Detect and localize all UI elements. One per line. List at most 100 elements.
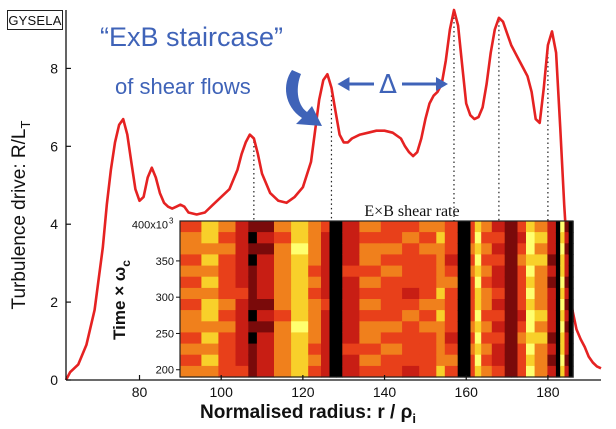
heatmap-cell	[464, 232, 472, 244]
heatmap-cell	[235, 299, 249, 311]
heatmap-cell	[511, 354, 519, 367]
heatmap-cell	[534, 232, 548, 244]
heatmap-cell	[402, 321, 420, 333]
heatmap-cell	[419, 265, 437, 278]
heatmap-cell	[481, 321, 493, 333]
heatmap-cell	[335, 354, 343, 367]
heatmap-cell	[329, 254, 337, 267]
staircase-title: “ExB staircase”	[100, 22, 284, 52]
heatmap-cell	[436, 310, 446, 322]
heatmap-cell	[321, 354, 331, 367]
heatmap-cell	[504, 310, 512, 322]
heatmap-cell	[534, 343, 548, 356]
heatmap-cell	[248, 232, 258, 244]
heatmap-cell	[517, 343, 527, 356]
heatmap-cell	[555, 343, 561, 356]
heatmap-cell	[321, 321, 331, 333]
heatmap-cell	[470, 354, 476, 367]
heatmap-cell	[444, 287, 459, 300]
heatmap-cell	[564, 332, 570, 345]
heatmap-cell	[464, 287, 472, 300]
heatmap-cell	[534, 310, 548, 322]
heatmap-cell	[308, 287, 322, 300]
heatmap-cell	[359, 321, 382, 333]
heatmap-cell	[342, 221, 360, 233]
heatmap-cell	[547, 221, 557, 233]
heatmap-cell	[474, 232, 482, 244]
heatmap-cell	[436, 287, 446, 300]
heatmap-cell	[380, 243, 403, 255]
heatmap-cell	[464, 354, 472, 367]
heatmap-cell	[474, 265, 482, 278]
heatmap-cell	[308, 254, 322, 267]
heatmap-cell	[335, 232, 343, 244]
heatmap-cell	[380, 310, 403, 322]
heatmap-cell	[457, 321, 465, 333]
heatmap-cell	[308, 221, 322, 233]
heatmap-cell	[235, 221, 249, 233]
heatmap-cell	[402, 310, 420, 322]
heatmap-cell	[419, 243, 437, 255]
heatmap-cell	[329, 221, 337, 233]
heatmap-cell	[359, 365, 382, 378]
heatmap-cell	[534, 276, 548, 289]
heatmap-cell	[335, 287, 343, 300]
heatmap-cell	[564, 354, 570, 367]
heatmap-cell	[470, 265, 476, 278]
heatmap-cell	[436, 365, 446, 378]
heatmap-cell	[308, 310, 322, 322]
heatmap-cell	[335, 265, 343, 278]
heatmap-cell	[474, 254, 482, 267]
heatmap-cell	[248, 243, 258, 255]
heatmap-cell	[329, 287, 337, 300]
heatmap-cell	[291, 343, 309, 356]
heatmap-cell	[560, 287, 566, 300]
heatmap-cell	[491, 287, 506, 300]
heatmap-cell	[342, 365, 360, 378]
heatmap-cell	[256, 299, 275, 311]
heatmap-cell	[321, 343, 331, 356]
heatmap-cell	[444, 354, 459, 367]
heatmap-cell	[201, 332, 220, 345]
x-tick-label: 120	[291, 384, 315, 400]
heatmap-cell	[380, 265, 403, 278]
heatmap-cell	[342, 254, 360, 267]
heatmap-cell	[481, 365, 493, 378]
heatmap-cell	[180, 310, 202, 322]
heatmap-cell	[511, 310, 519, 322]
heatmap-cell	[560, 299, 566, 311]
heatmap-cell	[248, 287, 258, 300]
plot-axes	[65, 10, 601, 381]
heatmap-cell	[474, 365, 482, 378]
heatmap-cell	[547, 365, 557, 378]
heatmap-cell	[402, 287, 420, 300]
heatmap-cell	[568, 365, 574, 378]
heatmap-cell	[444, 265, 459, 278]
heatmap-cell	[342, 276, 360, 289]
heatmap-cell	[335, 343, 343, 356]
heatmap-cell	[511, 232, 519, 244]
heatmap-cell	[568, 265, 574, 278]
heatmap-cell	[402, 343, 420, 356]
heatmap-cell	[256, 321, 275, 333]
heatmap-cell	[444, 276, 459, 289]
x-tick-label: 80	[132, 384, 148, 400]
heatmap-cell	[359, 299, 382, 311]
y-tick-label: 0	[50, 372, 58, 388]
heatmap-cell	[308, 354, 322, 367]
heatmap-cell	[291, 332, 309, 345]
heatmap-cell	[248, 265, 258, 278]
y-tick-label: 6	[50, 138, 58, 154]
heatmap-cell	[248, 343, 258, 356]
heatmap-cell	[534, 299, 548, 311]
heatmap-cell	[504, 254, 512, 267]
heatmap-cell	[274, 232, 292, 244]
heatmap-cell	[568, 254, 574, 267]
heatmap-tick-label: 250	[156, 328, 174, 340]
heatmap-cell	[547, 243, 557, 255]
heatmap-cell	[555, 232, 561, 244]
heatmap-cell	[526, 243, 536, 255]
heatmap-title: E×B shear rate	[364, 203, 459, 220]
heatmap-cell	[274, 321, 292, 333]
